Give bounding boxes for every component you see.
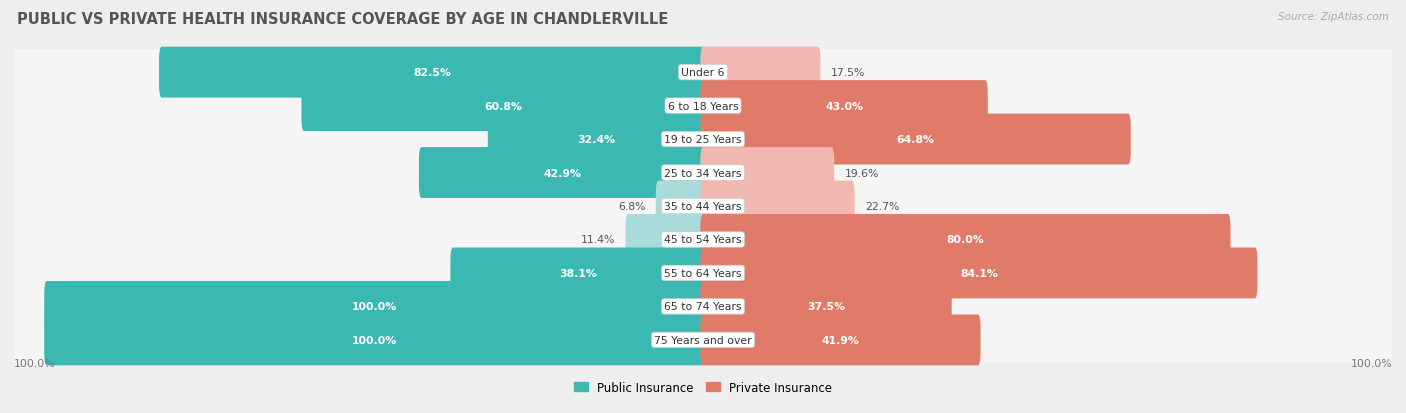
FancyBboxPatch shape (700, 214, 1230, 265)
Text: 55 to 64 Years: 55 to 64 Years (664, 268, 742, 278)
FancyBboxPatch shape (14, 108, 1392, 172)
FancyBboxPatch shape (700, 248, 1257, 299)
FancyBboxPatch shape (700, 181, 855, 232)
FancyBboxPatch shape (14, 41, 1392, 105)
Legend: Public Insurance, Private Insurance: Public Insurance, Private Insurance (569, 376, 837, 399)
Text: 100.0%: 100.0% (353, 335, 398, 345)
FancyBboxPatch shape (450, 248, 706, 299)
FancyBboxPatch shape (700, 281, 952, 332)
Text: 41.9%: 41.9% (821, 335, 859, 345)
FancyBboxPatch shape (700, 114, 1130, 165)
FancyBboxPatch shape (14, 275, 1392, 339)
Text: 100.0%: 100.0% (1350, 358, 1392, 368)
Text: 22.7%: 22.7% (865, 202, 900, 211)
FancyBboxPatch shape (700, 148, 834, 199)
FancyBboxPatch shape (488, 114, 706, 165)
Text: 100.0%: 100.0% (14, 358, 56, 368)
Text: Under 6: Under 6 (682, 68, 724, 78)
Text: 35 to 44 Years: 35 to 44 Years (664, 202, 742, 211)
FancyBboxPatch shape (700, 47, 821, 98)
Text: 45 to 54 Years: 45 to 54 Years (664, 235, 742, 245)
FancyBboxPatch shape (700, 315, 980, 366)
Text: 100.0%: 100.0% (353, 301, 398, 312)
Text: 60.8%: 60.8% (485, 101, 523, 112)
FancyBboxPatch shape (626, 214, 706, 265)
Text: 11.4%: 11.4% (581, 235, 614, 245)
Text: 80.0%: 80.0% (946, 235, 984, 245)
FancyBboxPatch shape (301, 81, 706, 132)
Text: 37.5%: 37.5% (807, 301, 845, 312)
Text: 84.1%: 84.1% (960, 268, 998, 278)
Text: 43.0%: 43.0% (825, 101, 863, 112)
Text: 32.4%: 32.4% (578, 135, 616, 145)
Text: 82.5%: 82.5% (413, 68, 451, 78)
Text: 64.8%: 64.8% (897, 135, 935, 145)
Text: 6.8%: 6.8% (617, 202, 645, 211)
Text: 65 to 74 Years: 65 to 74 Years (664, 301, 742, 312)
FancyBboxPatch shape (419, 148, 706, 199)
FancyBboxPatch shape (14, 174, 1392, 239)
FancyBboxPatch shape (14, 208, 1392, 272)
FancyBboxPatch shape (14, 241, 1392, 305)
FancyBboxPatch shape (44, 315, 706, 366)
Text: PUBLIC VS PRIVATE HEALTH INSURANCE COVERAGE BY AGE IN CHANDLERVILLE: PUBLIC VS PRIVATE HEALTH INSURANCE COVER… (17, 12, 668, 27)
FancyBboxPatch shape (44, 281, 706, 332)
Text: 17.5%: 17.5% (831, 68, 865, 78)
Text: 42.9%: 42.9% (543, 168, 581, 178)
FancyBboxPatch shape (14, 308, 1392, 372)
FancyBboxPatch shape (159, 47, 706, 98)
Text: 25 to 34 Years: 25 to 34 Years (664, 168, 742, 178)
Text: 19.6%: 19.6% (845, 168, 879, 178)
FancyBboxPatch shape (14, 141, 1392, 205)
FancyBboxPatch shape (655, 181, 706, 232)
Text: 75 Years and over: 75 Years and over (654, 335, 752, 345)
Text: 19 to 25 Years: 19 to 25 Years (664, 135, 742, 145)
FancyBboxPatch shape (700, 81, 988, 132)
FancyBboxPatch shape (14, 74, 1392, 138)
Text: 6 to 18 Years: 6 to 18 Years (668, 101, 738, 112)
Text: Source: ZipAtlas.com: Source: ZipAtlas.com (1278, 12, 1389, 22)
Text: 38.1%: 38.1% (560, 268, 598, 278)
